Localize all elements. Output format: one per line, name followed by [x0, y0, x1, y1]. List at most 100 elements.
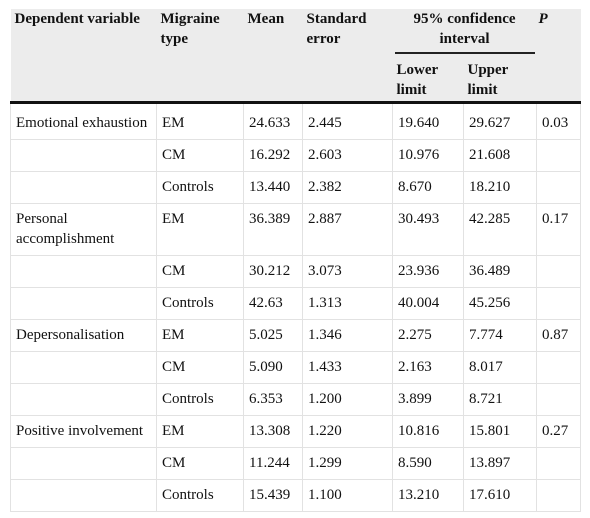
header-standard-error: Standard error	[302, 9, 393, 104]
standard-error-cell: 1.220	[302, 415, 393, 448]
p-value-cell	[536, 171, 581, 204]
migraine-type-cell: EM	[156, 102, 244, 140]
upper-limit-cell: 8.017	[463, 351, 537, 384]
upper-limit-cell: 29.627	[463, 102, 537, 140]
table-row: Controls 13.440 2.382 8.670 18.210	[10, 171, 581, 204]
lower-limit-cell: 10.816	[392, 415, 464, 448]
standard-error-cell: 1.200	[302, 383, 393, 416]
table-row: Personal accomplishment EM 36.389 2.887 30.4…	[10, 203, 581, 256]
table-body: Emotional exhaustion EM 24.633 2.445 19.640 2…	[10, 102, 581, 512]
migraine-type-cell: EM	[156, 319, 244, 352]
mean-cell: 30.212	[243, 255, 303, 288]
standard-error-cell: 1.100	[302, 479, 393, 512]
p-value-cell	[536, 383, 581, 416]
upper-limit-cell: 15.801	[463, 415, 537, 448]
lower-limit-cell: 23.936	[392, 255, 464, 288]
results-table: Dependent variable Migraine type Mean St…	[10, 9, 581, 512]
upper-limit-cell: 8.721	[463, 383, 537, 416]
lower-limit-cell: 40.004	[392, 287, 464, 320]
migraine-type-cell: CM	[156, 447, 244, 480]
dependent-variable-cell: Positive involvement	[10, 415, 157, 448]
upper-limit-cell: 17.610	[463, 479, 537, 512]
p-value-cell	[536, 351, 581, 384]
table-row: Controls 6.353 1.200 3.899 8.721	[10, 383, 581, 416]
dependent-variable-cell	[10, 351, 157, 384]
migraine-type-cell: Controls	[156, 287, 244, 320]
migraine-type-cell: Controls	[156, 383, 244, 416]
mean-cell: 36.389	[243, 203, 303, 256]
upper-limit-cell: 18.210	[463, 171, 537, 204]
p-value-cell: 0.27	[536, 415, 581, 448]
p-value-cell	[536, 255, 581, 288]
header-migraine-type: Migraine type	[156, 9, 244, 104]
standard-error-cell: 2.445	[302, 102, 393, 140]
upper-limit-cell: 7.774	[463, 319, 537, 352]
mean-cell: 15.439	[243, 479, 303, 512]
results-table-container: Dependent variable Migraine type Mean St…	[10, 9, 581, 512]
header-upper-limit: Upper limit	[463, 54, 537, 104]
p-value-cell	[536, 139, 581, 172]
lower-limit-cell: 8.670	[392, 171, 464, 204]
migraine-type-cell: EM	[156, 203, 244, 256]
mean-cell: 6.353	[243, 383, 303, 416]
dependent-variable-cell	[10, 139, 157, 172]
upper-limit-cell: 36.489	[463, 255, 537, 288]
dependent-variable-cell	[10, 171, 157, 204]
migraine-type-cell: CM	[156, 351, 244, 384]
dependent-variable-cell: Depersonalisation	[10, 319, 157, 352]
p-value-cell	[536, 479, 581, 512]
header-dependent-variable: Dependent variable	[10, 9, 157, 104]
standard-error-cell: 2.603	[302, 139, 393, 172]
table-row: CM 16.292 2.603 10.976 21.608	[10, 139, 581, 172]
dependent-variable-cell: Personal accomplishment	[10, 203, 157, 256]
dependent-variable-cell	[10, 383, 157, 416]
lower-limit-cell: 13.210	[392, 479, 464, 512]
table-row: CM 11.244 1.299 8.590 13.897	[10, 447, 581, 480]
mean-cell: 13.308	[243, 415, 303, 448]
table-row: Depersonalisation EM 5.025 1.346 2.275 7.774 0…	[10, 319, 581, 352]
mean-cell: 24.633	[243, 102, 303, 140]
lower-limit-cell: 3.899	[392, 383, 464, 416]
standard-error-cell: 1.433	[302, 351, 393, 384]
standard-error-cell: 2.887	[302, 203, 393, 256]
mean-cell: 5.025	[243, 319, 303, 352]
migraine-type-cell: Controls	[156, 171, 244, 204]
table-row: Controls 15.439 1.100 13.210 17.610	[10, 479, 581, 512]
dependent-variable-cell	[10, 287, 157, 320]
standard-error-cell: 1.313	[302, 287, 393, 320]
dependent-variable-cell: Emotional exhaustion	[10, 102, 157, 140]
lower-limit-cell: 30.493	[392, 203, 464, 256]
table-row: Controls 42.63 1.313 40.004 45.256	[10, 287, 581, 320]
upper-limit-cell: 45.256	[463, 287, 537, 320]
header-confidence-interval: 95% confidence interval	[392, 9, 537, 54]
mean-cell: 13.440	[243, 171, 303, 204]
header-mean: Mean	[243, 9, 303, 104]
table-row: CM 5.090 1.433 2.163 8.017	[10, 351, 581, 384]
lower-limit-cell: 2.275	[392, 319, 464, 352]
p-value-cell: 0.03	[536, 102, 581, 140]
lower-limit-cell: 10.976	[392, 139, 464, 172]
table-row: Emotional exhaustion EM 24.633 2.445 19.640 2…	[10, 102, 581, 140]
migraine-type-cell: Controls	[156, 479, 244, 512]
standard-error-cell: 1.299	[302, 447, 393, 480]
mean-cell: 11.244	[243, 447, 303, 480]
header-p: P	[536, 9, 581, 104]
table-row: CM 30.212 3.073 23.936 36.489	[10, 255, 581, 288]
migraine-type-cell: EM	[156, 415, 244, 448]
dependent-variable-cell	[10, 479, 157, 512]
p-value-cell	[536, 287, 581, 320]
lower-limit-cell: 8.590	[392, 447, 464, 480]
dependent-variable-cell	[10, 447, 157, 480]
upper-limit-cell: 21.608	[463, 139, 537, 172]
table-row: Positive involvement EM 13.308 1.220 10.816 1…	[10, 415, 581, 448]
migraine-type-cell: CM	[156, 255, 244, 288]
p-value-cell: 0.17	[536, 203, 581, 256]
mean-cell: 5.090	[243, 351, 303, 384]
standard-error-cell: 3.073	[302, 255, 393, 288]
standard-error-cell: 1.346	[302, 319, 393, 352]
dependent-variable-cell	[10, 255, 157, 288]
mean-cell: 42.63	[243, 287, 303, 320]
lower-limit-cell: 2.163	[392, 351, 464, 384]
p-value-cell: 0.87	[536, 319, 581, 352]
mean-cell: 16.292	[243, 139, 303, 172]
